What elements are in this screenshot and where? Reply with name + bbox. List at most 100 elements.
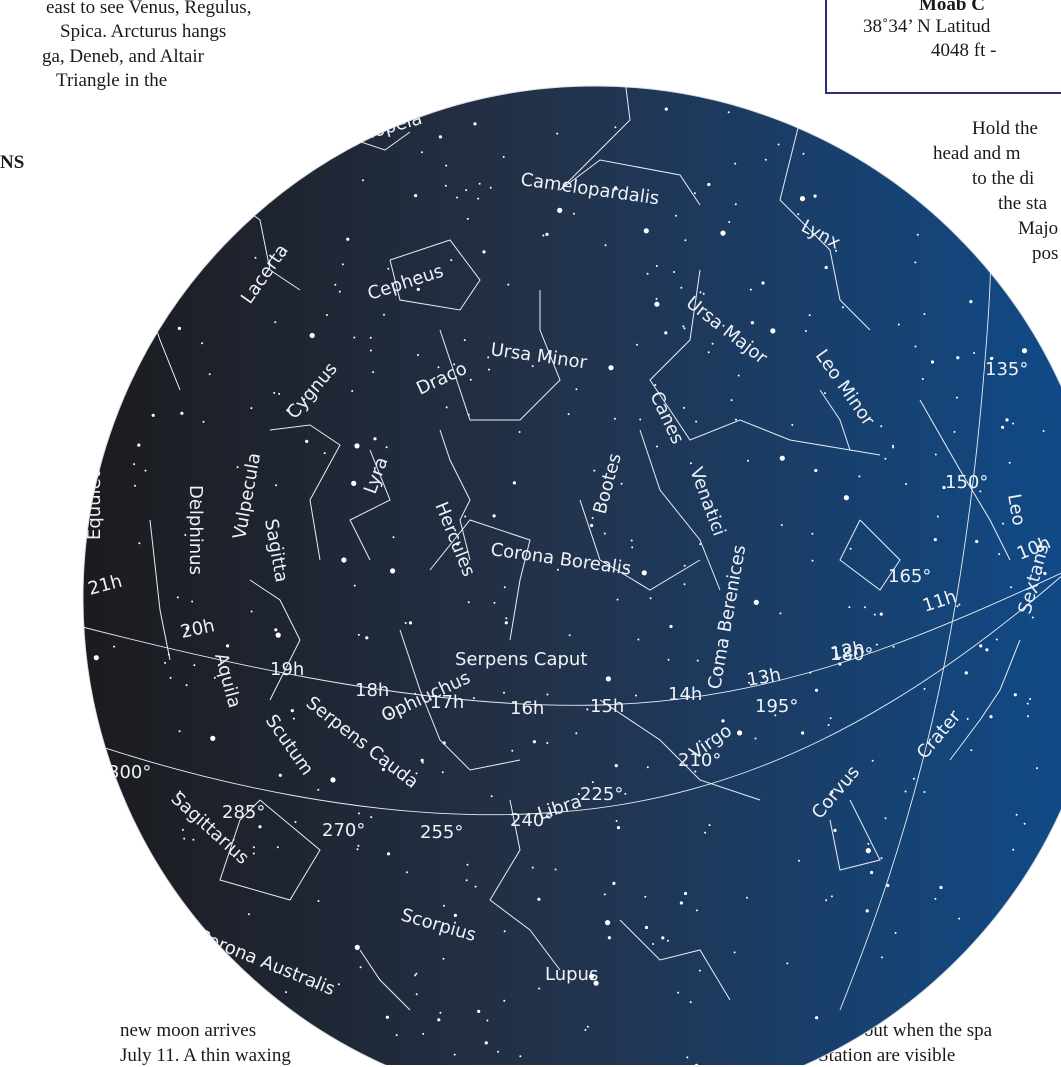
star [291,709,294,712]
star [604,893,606,895]
star [468,601,470,603]
star [277,846,279,848]
star [669,625,672,628]
star [405,622,407,624]
star [645,926,648,929]
star [370,816,372,818]
star [914,261,916,263]
star [342,263,344,265]
star [519,1055,521,1057]
star [547,694,549,696]
star [656,265,658,267]
star [735,203,737,205]
star [538,988,540,990]
star [255,257,257,259]
star [357,845,359,847]
star [275,484,277,486]
star [708,351,710,353]
star [844,495,849,500]
degree-label: 195° [755,696,798,717]
star [503,1000,505,1002]
star [358,634,360,636]
star [406,871,408,873]
star [809,314,811,316]
star [353,337,355,339]
star [780,612,782,614]
hour-label: 17h [430,692,464,713]
star [537,898,540,901]
star [617,599,619,601]
star [387,852,390,855]
star [667,940,669,942]
star [735,419,737,421]
star [635,695,637,697]
star [848,606,850,608]
star [751,321,754,324]
star [867,843,869,845]
star [1010,586,1012,588]
star [824,392,826,394]
star [191,601,193,603]
constellation-label: Pegasus [61,313,116,388]
star [675,215,677,217]
star [738,375,740,377]
hour-label: 18h [355,680,389,701]
star [454,1054,456,1056]
degree-label: 225° [580,784,623,805]
constellation-label: Lupus [545,964,598,985]
star [152,414,155,417]
star [504,930,506,932]
star [330,777,335,782]
star [555,869,557,871]
star [467,864,469,866]
star [193,664,195,666]
degree-label: 270° [322,820,365,841]
star [214,677,216,679]
star [654,302,659,307]
star [1005,418,1008,421]
star [542,235,544,237]
star [996,639,998,641]
star [456,197,458,199]
star [355,945,360,950]
star [490,187,492,189]
star [1002,523,1004,525]
star [414,974,416,976]
star [884,458,886,460]
star [274,321,276,323]
star [973,352,975,354]
star [712,343,714,345]
star [684,239,686,241]
star [383,314,385,316]
star [755,738,757,740]
star [178,327,181,330]
star [421,151,423,153]
star [507,284,509,286]
degree-label: 240° [510,810,553,831]
star [642,570,647,575]
star [351,481,356,486]
star [505,621,508,624]
star [728,221,730,223]
star [935,454,937,456]
star [624,793,626,795]
star [177,596,179,598]
star [924,688,926,690]
star [464,339,466,341]
star [761,281,764,284]
star [605,920,610,925]
star [354,585,356,587]
star [1012,849,1014,851]
star [661,936,664,939]
star [924,791,926,793]
star [872,760,874,762]
star [170,677,172,679]
star [828,724,830,726]
star [258,825,261,828]
hour-label: 15h [590,696,624,717]
star [477,198,479,200]
star [825,266,828,269]
star [680,901,683,904]
star [612,882,615,885]
star [569,634,571,636]
